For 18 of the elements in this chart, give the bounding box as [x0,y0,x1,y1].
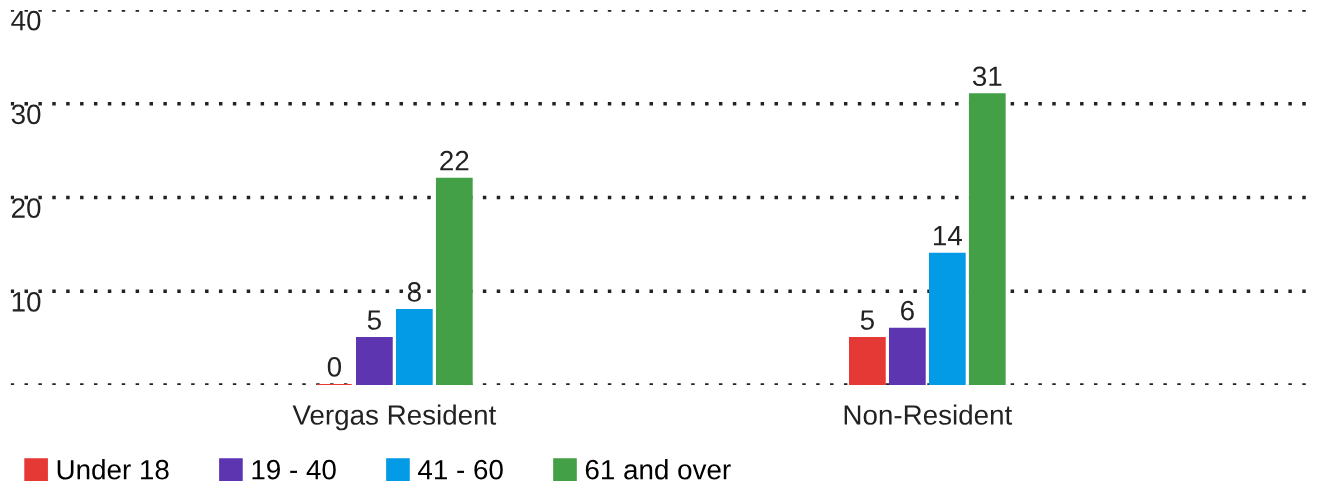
data-label: 8 [407,282,421,302]
y-tick-label: 20 [12,198,41,218]
data-label: 31 [972,66,1002,87]
data-label: 14 [933,226,962,246]
legend-label: 41 - 60 [418,459,503,480]
legend-label: 19 - 40 [252,459,336,480]
data-label: 0 [327,357,342,377]
data-label: 5 [860,310,874,330]
x-tick-label: Non-Resident [844,404,1013,425]
legend-label: 61 and over [585,459,731,480]
legend-label: Under 18 [57,459,169,480]
data-label: 6 [901,300,914,321]
data-label: 5 [367,310,381,330]
y-tick-label: 10 [12,291,41,312]
data-label: 22 [440,150,469,171]
y-tick-label: 30 [11,104,41,125]
y-tick-label: 40 [11,10,41,31]
x-tick-label: Vergas Resident [292,404,497,431]
